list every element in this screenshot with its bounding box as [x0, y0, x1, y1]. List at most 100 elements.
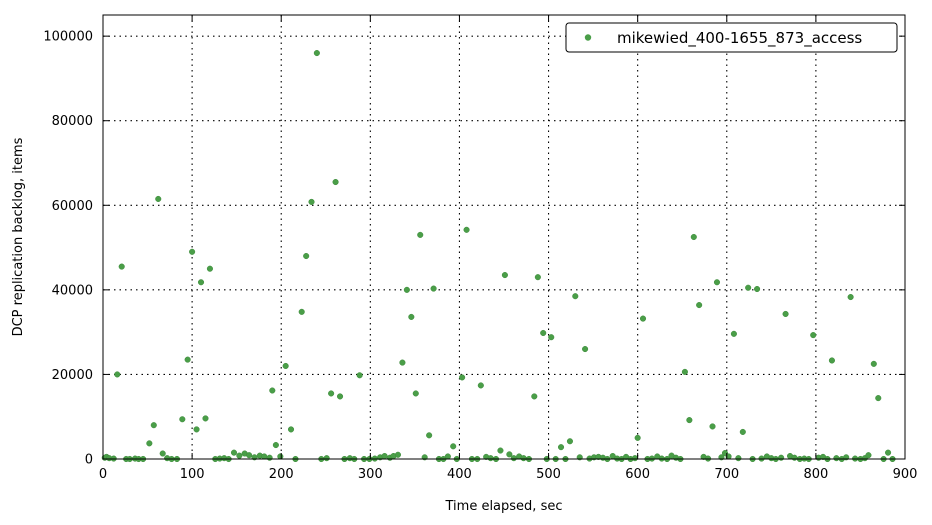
data-point	[159, 450, 166, 457]
data-point	[634, 434, 641, 441]
x-tick-label: 200	[269, 467, 294, 482]
data-point	[303, 252, 310, 260]
data-points	[101, 50, 896, 463]
data-point	[230, 449, 238, 456]
data-point	[313, 50, 320, 57]
data-point	[870, 360, 877, 367]
data-point	[114, 371, 121, 378]
data-point	[323, 455, 330, 462]
data-point	[566, 438, 573, 445]
data-point	[506, 451, 513, 458]
data-point	[179, 416, 186, 423]
data-point	[520, 455, 527, 462]
x-tick-label: 400	[447, 467, 472, 482]
data-point	[696, 302, 703, 309]
data-point	[328, 390, 335, 397]
data-point	[417, 231, 424, 238]
x-tick-label: 300	[358, 467, 383, 482]
legend: mikewied_400-1655_873_access	[565, 22, 898, 53]
data-point	[745, 284, 752, 291]
legend-box	[565, 22, 898, 53]
data-point	[197, 279, 205, 286]
x-tick-label: 0	[99, 467, 107, 482]
data-point	[631, 455, 639, 462]
data-point	[246, 452, 253, 459]
grid	[103, 15, 905, 459]
data-point	[531, 393, 538, 400]
y-tick-label: 80000	[52, 114, 93, 129]
data-point	[408, 313, 415, 320]
x-tick-label: 500	[536, 467, 561, 482]
data-point	[828, 357, 835, 364]
y-tick-label: 40000	[52, 283, 93, 298]
data-point	[444, 453, 451, 460]
x-tick-label: 100	[180, 467, 205, 482]
data-point	[885, 449, 892, 456]
data-point	[236, 452, 243, 459]
data-point	[690, 233, 697, 241]
data-point	[118, 263, 125, 270]
data-point	[189, 248, 196, 255]
x-tick-label: 800	[803, 467, 828, 482]
data-point	[540, 329, 547, 337]
data-point	[534, 274, 541, 281]
y-tick-label: 20000	[52, 368, 93, 383]
data-point	[735, 455, 742, 462]
data-point	[266, 454, 273, 461]
data-point	[356, 372, 363, 379]
data-point	[450, 443, 457, 450]
data-point	[548, 334, 555, 341]
data-point	[336, 393, 344, 400]
data-point	[150, 422, 157, 429]
y-tick-label: 100000	[43, 30, 93, 45]
data-point	[865, 452, 872, 459]
data-point	[810, 332, 817, 339]
data-point	[269, 387, 276, 394]
data-point	[847, 293, 854, 301]
data-point	[155, 195, 162, 202]
y-axis-label: DCP replication backlog, items	[11, 137, 26, 336]
data-point	[477, 382, 484, 389]
data-point	[833, 455, 840, 462]
data-point	[681, 368, 688, 375]
data-point	[739, 428, 746, 435]
data-point	[754, 285, 761, 293]
data-point	[497, 447, 504, 454]
data-point	[713, 279, 721, 286]
data-point	[557, 444, 565, 451]
data-point	[287, 426, 295, 433]
data-point	[639, 315, 647, 322]
data-point	[272, 441, 279, 449]
data-point	[261, 453, 268, 460]
x-axis-label: Time elapsed, sec	[445, 499, 563, 514]
legend-marker	[584, 34, 592, 41]
data-point	[426, 432, 433, 439]
data-point	[332, 178, 339, 186]
data-point	[381, 452, 388, 460]
data-point	[686, 417, 693, 424]
data-point	[782, 310, 789, 318]
data-point	[184, 356, 191, 363]
legend-entry: mikewied_400-1655_873_access	[617, 29, 862, 48]
data-point	[277, 453, 284, 460]
data-point	[510, 455, 517, 462]
data-point	[282, 362, 289, 370]
data-point	[308, 198, 315, 205]
data-point	[193, 426, 200, 433]
data-point	[875, 395, 882, 402]
data-point	[399, 359, 406, 366]
data-point	[202, 415, 209, 422]
data-point	[463, 226, 470, 233]
x-tick-label: 700	[714, 467, 739, 482]
data-point	[412, 390, 419, 397]
axis-ticks: 0 100 200 300 400 500 600 700 800 900 0 20000 40000 6…	[43, 15, 917, 482]
data-point	[709, 423, 716, 430]
plot-frame	[102, 14, 906, 460]
x-tick-label: 600	[625, 467, 650, 482]
x-tick-label: 900	[893, 467, 918, 482]
data-point	[206, 265, 213, 272]
data-point	[572, 293, 579, 300]
y-tick-label: 0	[85, 453, 93, 468]
data-point	[582, 346, 589, 353]
